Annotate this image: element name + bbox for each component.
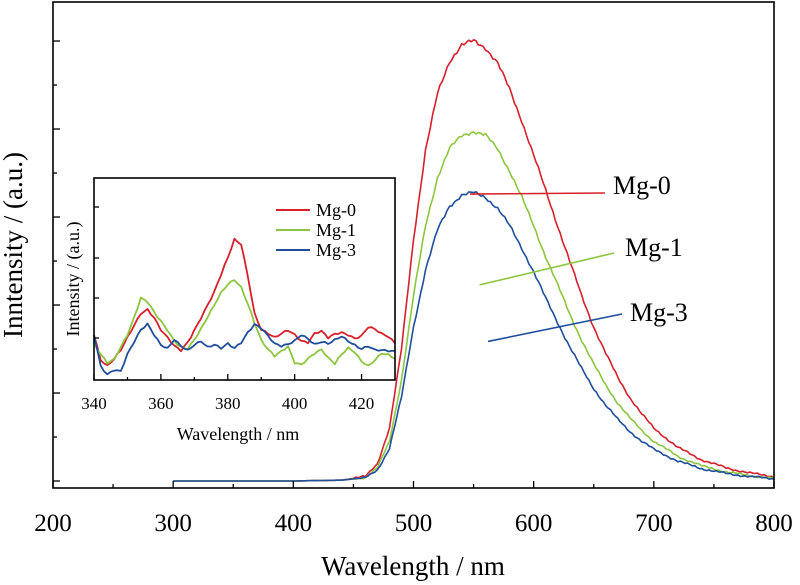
inset-x-axis-label: Wavelength / nm (177, 424, 300, 444)
inset-x-tick-label: 380 (215, 394, 241, 413)
main-x-tick-label: 200 (34, 510, 72, 537)
callout-mg-0-leader (469, 192, 606, 195)
inset-background (94, 178, 395, 380)
main-x-tick-label: 700 (635, 510, 673, 537)
callout-mg-0-label: Mg-0 (613, 171, 671, 200)
main-x-tick-label: 300 (154, 510, 192, 537)
inset-x-tick-label: 340 (81, 394, 107, 413)
main-series-callouts: Mg-0 Mg-1 Mg-3 (469, 171, 688, 343)
inset-series-mg-0-line (93, 237, 396, 366)
inset-series-mg-1-line (93, 279, 396, 367)
inset-plot-frame (93, 177, 396, 381)
main-x-tick-label: 600 (515, 510, 553, 537)
callout-mg-1-leader (479, 252, 615, 286)
main-x-tick-label: 400 (275, 510, 313, 537)
inset-x-ticks: 340 360 380 400 420 (81, 374, 374, 413)
callout-mg-3-label: Mg-3 (630, 298, 688, 327)
main-series-group (173, 39, 775, 482)
inset-x-tick-label: 400 (282, 394, 308, 413)
main-series-mg-3-line (173, 190, 775, 482)
main-x-tick-label: 800 (755, 510, 793, 537)
main-x-ticks: 200 300 400 500 600 700 800 (34, 481, 793, 537)
main-y-axis-label: Inntensity / (a.u.) (0, 152, 28, 338)
main-x-tick-label: 500 (395, 510, 433, 537)
inset-x-tick-label: 420 (349, 394, 375, 413)
inset-legend: Mg-0Mg-1Mg-3 (276, 200, 356, 260)
callout-mg-3-leader (487, 313, 623, 343)
inset-series-group (93, 237, 396, 376)
main-y-ticks (53, 40, 60, 482)
legend-mg-1-label: Mg-1 (316, 220, 356, 240)
legend-mg-0-label: Mg-0 (316, 200, 356, 220)
legend-mg-3-label: Mg-3 (316, 240, 356, 260)
inset-y-ticks (94, 206, 99, 339)
inset-y-axis-label: Intensity / (a.u.) (63, 222, 84, 337)
inset-plot: 340 360 380 400 420 Mg-0Mg-1Mg-3 Wavelength … (63, 177, 396, 444)
inset-x-tick-label: 360 (148, 394, 174, 413)
callout-mg-1-label: Mg-1 (625, 233, 683, 262)
main-x-axis-label: Wavelength / nm (321, 551, 505, 581)
inset-series-mg-3-line (93, 322, 396, 376)
